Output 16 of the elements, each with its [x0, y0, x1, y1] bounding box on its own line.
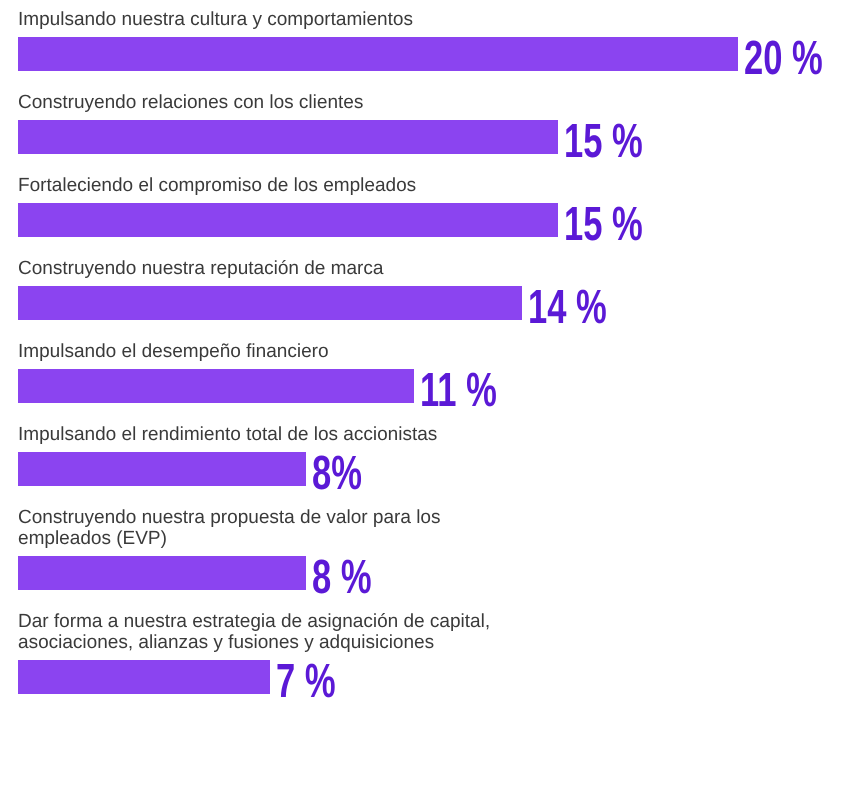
y-tick-label: Dar forma a nuestra estrategia de asignación de capital, asociaciones, alianzas y fusiones y adquisiciones: [18, 611, 490, 653]
data-label: 11 %: [420, 362, 497, 416]
data-label: 20 %: [744, 30, 823, 84]
data-label: 14 %: [528, 279, 607, 334]
y-tick-label: Impulsando el desempeño financiero: [18, 341, 329, 362]
y-tick-label: Impulsando nuestra cultura y comportamientos: [18, 9, 413, 30]
data-label: 8 %: [312, 549, 372, 604]
y-tick-label: Fortaleciendo el compromiso de los empleados: [18, 175, 416, 196]
data-label: 7 %: [276, 653, 336, 708]
y-tick-label: Impulsando el rendimiento total de los accionistas: [18, 424, 438, 445]
data-label: 15 %: [564, 113, 643, 168]
data-label: 8%: [312, 445, 362, 500]
y-tick-label: Construyendo nuestra propuesta de valor para los empleados (EVP): [18, 507, 440, 549]
data-label: 15 %: [564, 196, 643, 250]
y-tick-label: Construyendo nuestra reputación de marca: [18, 258, 384, 279]
y-tick-label: Construyendo relaciones con los clientes: [18, 92, 364, 113]
